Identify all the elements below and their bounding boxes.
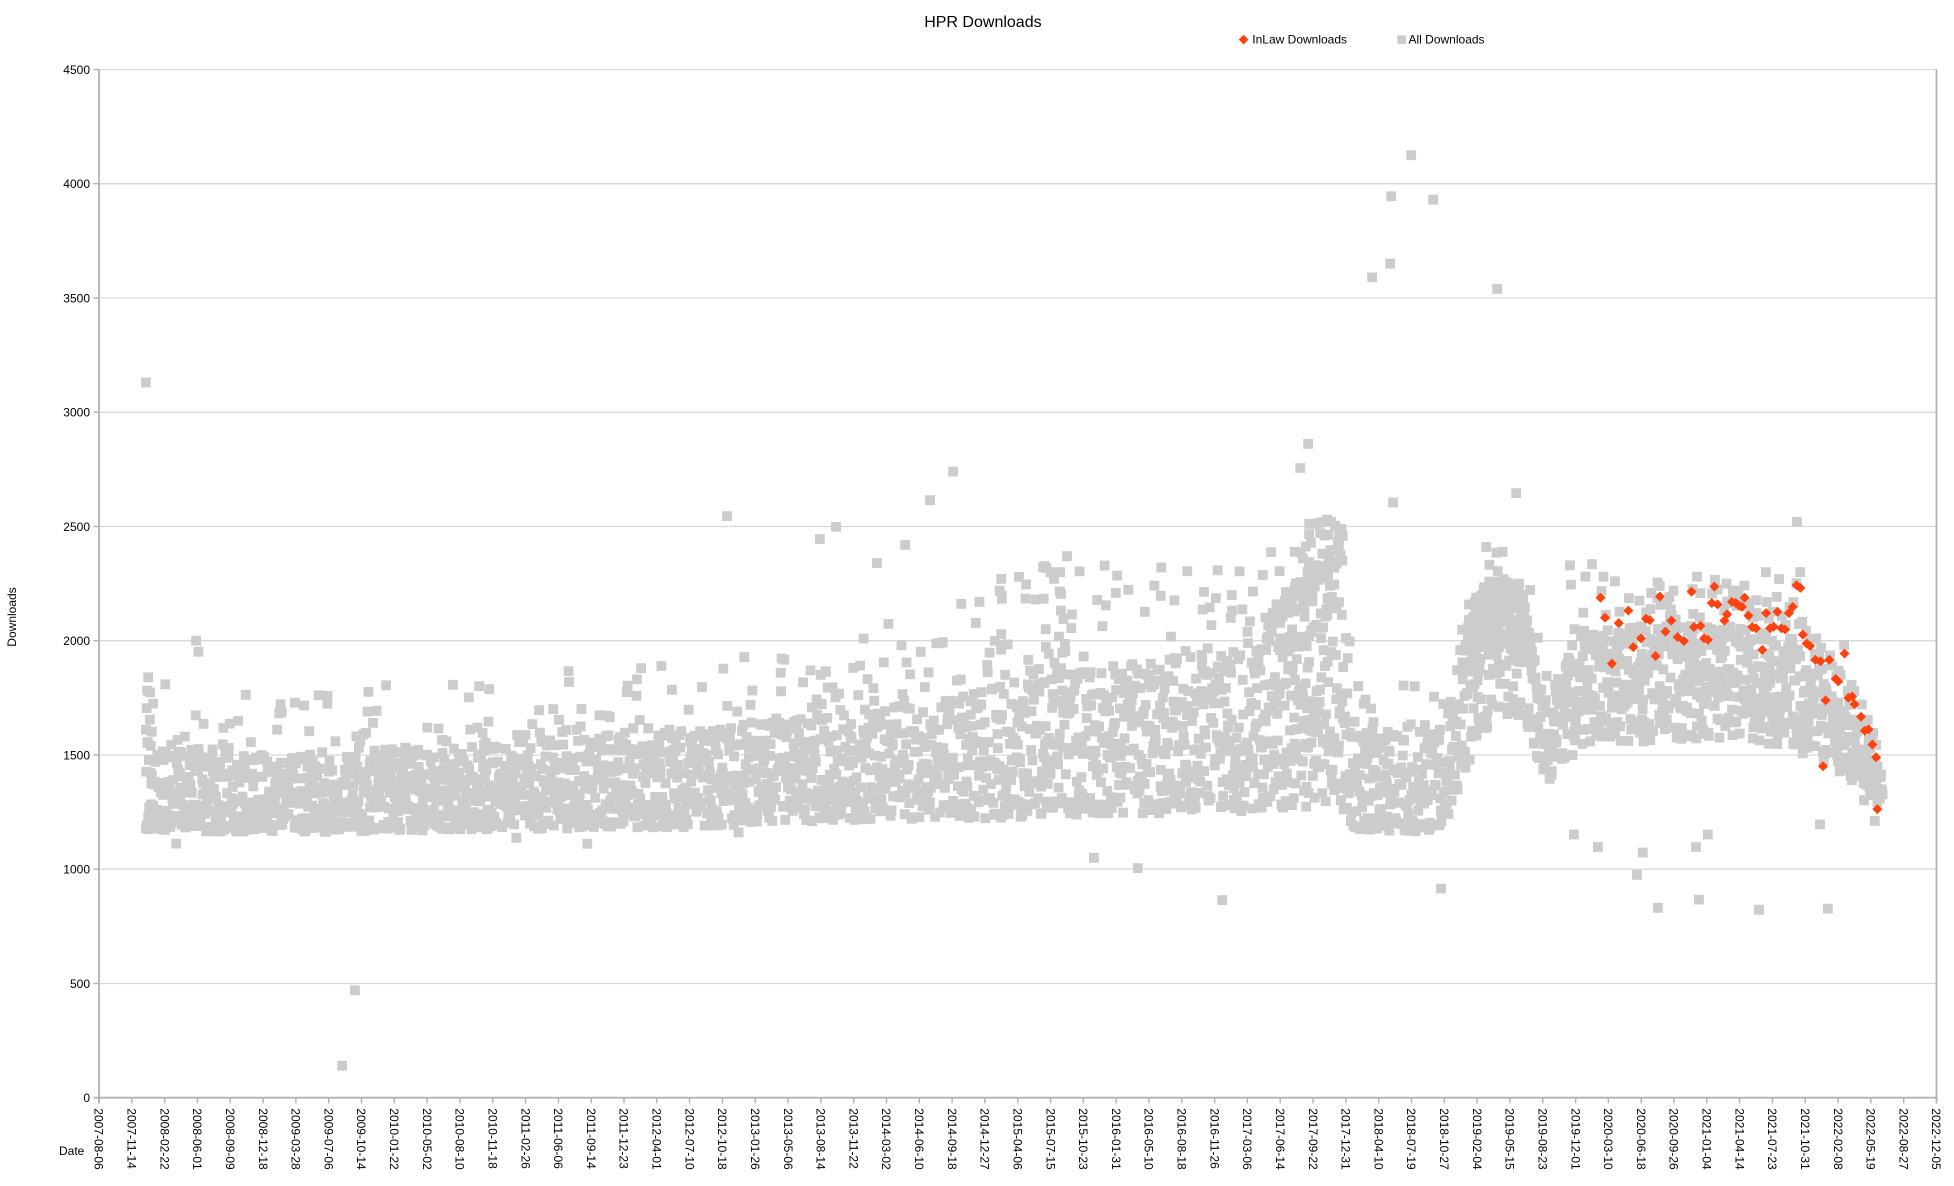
svg-text:2007-08-06: 2007-08-06 <box>92 1108 106 1170</box>
svg-text:1500: 1500 <box>63 748 90 762</box>
svg-text:2013-01-26: 2013-01-26 <box>748 1108 762 1170</box>
svg-text:2014-09-18: 2014-09-18 <box>945 1108 959 1170</box>
svg-text:Date: Date <box>59 1144 85 1158</box>
svg-text:2021-07-23: 2021-07-23 <box>1765 1108 1779 1170</box>
svg-text:500: 500 <box>70 977 90 991</box>
svg-text:2018-07-19: 2018-07-19 <box>1404 1108 1418 1170</box>
svg-text:2013-05-06: 2013-05-06 <box>781 1108 795 1170</box>
svg-text:4000: 4000 <box>63 177 90 191</box>
svg-text:2022-12-05: 2022-12-05 <box>1929 1108 1943 1170</box>
svg-text:2012-10-18: 2012-10-18 <box>715 1108 729 1170</box>
svg-text:2017-03-06: 2017-03-06 <box>1240 1108 1254 1170</box>
svg-text:Downloads: Downloads <box>5 587 19 646</box>
svg-text:2008-02-22: 2008-02-22 <box>157 1108 171 1170</box>
svg-text:2014-06-10: 2014-06-10 <box>912 1108 926 1170</box>
svg-text:2009-10-14: 2009-10-14 <box>354 1108 368 1170</box>
svg-text:2017-12-31: 2017-12-31 <box>1339 1108 1353 1170</box>
svg-text:2019-02-04: 2019-02-04 <box>1470 1108 1484 1170</box>
svg-text:2018-04-10: 2018-04-10 <box>1371 1108 1385 1170</box>
svg-text:2010-08-10: 2010-08-10 <box>453 1108 467 1170</box>
svg-text:2017-06-14: 2017-06-14 <box>1273 1108 1287 1170</box>
svg-text:2009-03-28: 2009-03-28 <box>289 1108 303 1170</box>
svg-text:2009-07-06: 2009-07-06 <box>321 1108 335 1170</box>
svg-text:2012-07-10: 2012-07-10 <box>682 1108 696 1170</box>
svg-text:2011-02-26: 2011-02-26 <box>518 1108 532 1169</box>
svg-text:2015-07-15: 2015-07-15 <box>1043 1108 1057 1170</box>
svg-text:1000: 1000 <box>63 863 90 877</box>
svg-text:2014-03-02: 2014-03-02 <box>879 1108 893 1170</box>
svg-text:2022-08-27: 2022-08-27 <box>1896 1108 1910 1170</box>
svg-text:4500: 4500 <box>63 63 90 77</box>
svg-text:2015-04-06: 2015-04-06 <box>1011 1108 1025 1170</box>
svg-text:2016-01-31: 2016-01-31 <box>1109 1108 1123 1170</box>
svg-text:3000: 3000 <box>63 406 90 420</box>
svg-text:2008-12-18: 2008-12-18 <box>256 1108 270 1170</box>
svg-text:2011-09-14: 2011-09-14 <box>584 1108 598 1169</box>
svg-text:2021-10-31: 2021-10-31 <box>1798 1108 1812 1170</box>
svg-text:2016-11-26: 2016-11-26 <box>1207 1108 1221 1169</box>
svg-text:2500: 2500 <box>63 520 90 534</box>
svg-text:2019-05-15: 2019-05-15 <box>1503 1108 1517 1170</box>
svg-text:2022-02-08: 2022-02-08 <box>1831 1108 1845 1170</box>
svg-text:2020-06-18: 2020-06-18 <box>1634 1108 1648 1170</box>
svg-text:3500: 3500 <box>63 291 90 305</box>
svg-text:2018-10-27: 2018-10-27 <box>1437 1108 1451 1170</box>
svg-text:2011-12-23: 2011-12-23 <box>617 1108 631 1169</box>
svg-text:2021-04-14: 2021-04-14 <box>1732 1108 1746 1170</box>
svg-text:2008-09-09: 2008-09-09 <box>223 1108 237 1170</box>
svg-text:2013-11-22: 2013-11-22 <box>846 1108 860 1169</box>
svg-text:2000: 2000 <box>63 634 90 648</box>
svg-text:2010-11-18: 2010-11-18 <box>485 1108 499 1169</box>
svg-text:2016-08-18: 2016-08-18 <box>1175 1108 1189 1170</box>
svg-text:2020-03-10: 2020-03-10 <box>1601 1108 1615 1170</box>
svg-text:2010-01-22: 2010-01-22 <box>387 1108 401 1170</box>
svg-text:2015-10-23: 2015-10-23 <box>1076 1108 1090 1170</box>
svg-text:2011-06-06: 2011-06-06 <box>551 1108 565 1169</box>
svg-text:2010-05-02: 2010-05-02 <box>420 1108 434 1170</box>
svg-text:2017-09-22: 2017-09-22 <box>1306 1108 1320 1170</box>
svg-text:All Downloads: All Downloads <box>1409 33 1485 47</box>
svg-text:2020-09-26: 2020-09-26 <box>1667 1108 1681 1170</box>
svg-text:HPR Downloads: HPR Downloads <box>924 14 1041 31</box>
svg-text:2008-06-01: 2008-06-01 <box>190 1108 204 1170</box>
svg-text:2013-08-14: 2013-08-14 <box>814 1108 828 1170</box>
svg-text:2007-11-14: 2007-11-14 <box>125 1108 139 1169</box>
svg-text:2012-04-01: 2012-04-01 <box>650 1108 664 1170</box>
svg-text:2019-08-23: 2019-08-23 <box>1536 1108 1550 1170</box>
svg-text:0: 0 <box>83 1091 90 1105</box>
svg-text:2014-12-27: 2014-12-27 <box>978 1108 992 1170</box>
svg-text:InLaw Downloads: InLaw Downloads <box>1252 33 1347 47</box>
svg-text:2019-12-01: 2019-12-01 <box>1568 1108 1582 1170</box>
svg-text:2021-01-04: 2021-01-04 <box>1700 1108 1714 1170</box>
svg-text:2022-05-19: 2022-05-19 <box>1864 1108 1878 1170</box>
svg-text:2016-05-10: 2016-05-10 <box>1142 1108 1156 1170</box>
